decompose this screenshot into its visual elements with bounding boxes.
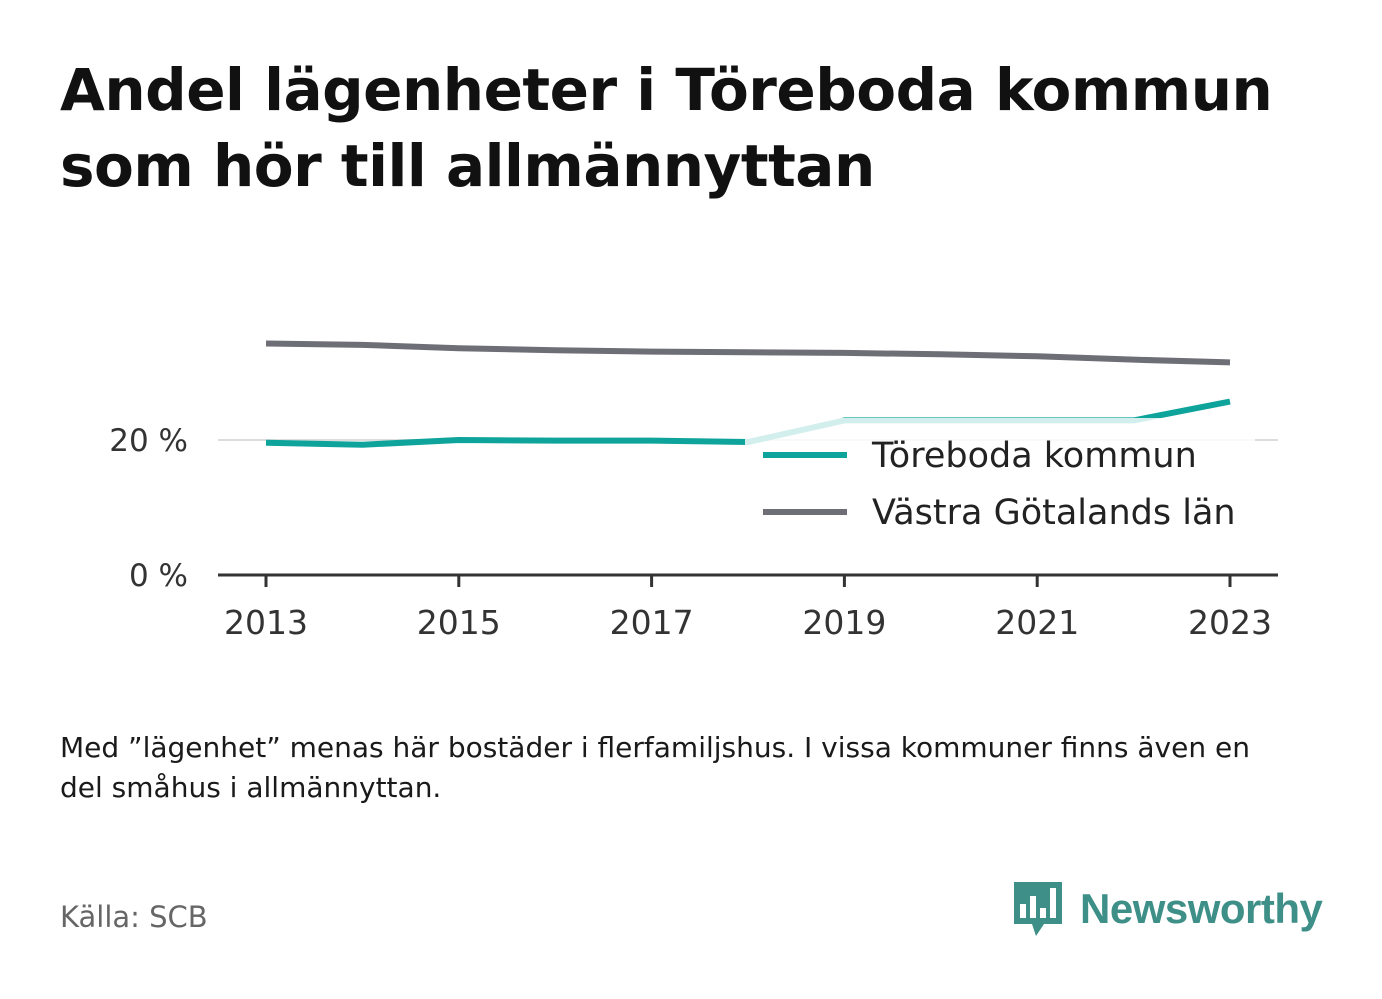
bar-chart-speech-bubble-icon [1014,882,1062,936]
chart-title: Andel lägenheter i Töreboda kommun som h… [60,56,1273,200]
legend-label: Västra Götalands län [872,493,1236,533]
x-tick-label: 2013 [224,603,308,642]
source-label: Källa: SCB [60,900,208,934]
legend-label: Töreboda kommun [871,436,1197,476]
x-tick-label: 2017 [610,603,694,642]
x-tick-label: 2019 [802,603,886,642]
chart-note: Med ”lägenhet” menas här bostäder i fler… [60,731,1250,804]
x-tick-label: 2015 [417,603,501,642]
x-tick-label: 2023 [1188,603,1272,642]
y-tick-label: 0 % [129,558,188,594]
x-tick-label: 2021 [995,603,1079,642]
brand-name: Newsworthy [1080,885,1323,932]
series-line [265,340,1231,366]
y-tick-label: 20 % [109,423,188,459]
legend-background [745,418,1255,543]
brand-logo[interactable]: Newsworthy [1010,878,1323,940]
